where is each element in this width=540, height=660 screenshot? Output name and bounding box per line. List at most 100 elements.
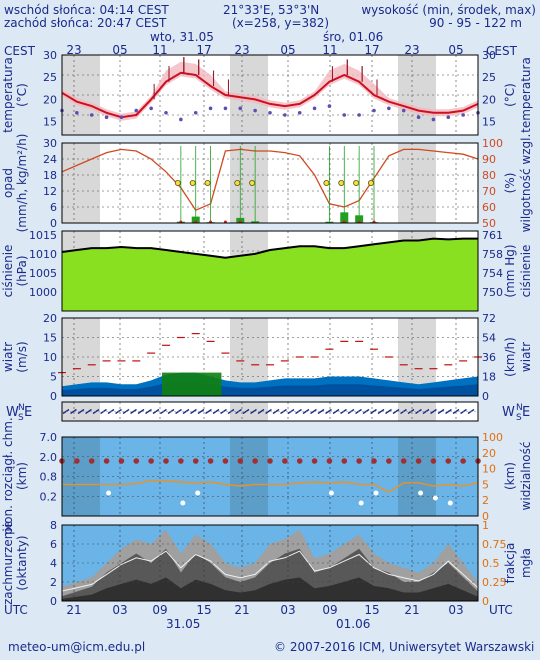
- wind-arrow: [437, 408, 445, 415]
- storm-marker: [323, 179, 330, 186]
- dewpoint-dot: [253, 108, 257, 113]
- pressure-tick-right: 754: [482, 267, 503, 280]
- vis-title-right: widzialność: [519, 442, 533, 511]
- dewpoint-dot: [119, 115, 124, 120]
- cloud-base-dot: [178, 458, 184, 464]
- dewpoint-dot: [164, 110, 168, 115]
- storm-marker: [174, 179, 181, 186]
- dewpoint-dot: [461, 113, 465, 117]
- wind-arrow: [70, 408, 77, 415]
- humidity-tick-right: 70: [482, 185, 496, 198]
- low-cloud-dot: [328, 490, 334, 496]
- dewpoint-dot: [149, 106, 153, 111]
- cloud-base-dot: [460, 458, 466, 464]
- humidity-unit-right: (%): [503, 173, 517, 194]
- pressure-area: [62, 238, 478, 311]
- humidity-tick-right: 90: [482, 153, 496, 166]
- cloud-base-dot: [386, 458, 392, 464]
- coords-text: 21°33'E, 53°3'N: [223, 3, 320, 17]
- vis-unit-right: (km): [503, 462, 517, 490]
- temp-tick-left: 15: [43, 116, 57, 129]
- cloud-base-dot: [237, 458, 244, 464]
- dewpoint-dot: [75, 110, 79, 115]
- wind-arrow: [265, 408, 272, 415]
- vis-tick-left: 0.8: [40, 471, 58, 484]
- hour-bottom-21: 21: [234, 603, 249, 617]
- grid-text: (x=258, y=382): [232, 16, 330, 30]
- wind-title-right: wiatr: [519, 342, 533, 372]
- wind-high-band: [162, 372, 222, 396]
- wind-arrow: [137, 408, 145, 415]
- cloud-tick-left: 4: [50, 557, 57, 570]
- night-band: [398, 143, 436, 223]
- storm-marker: [353, 179, 360, 186]
- pressure-title-right: ciśnienie: [519, 245, 533, 298]
- dewpoint-dot: [238, 106, 243, 111]
- cloud-tick-left: 0: [50, 595, 57, 608]
- low-cloud-dot: [447, 500, 453, 506]
- hour-bottom-21: 21: [404, 603, 419, 617]
- hour-top-05: 05: [448, 43, 463, 57]
- panel-border: [61, 401, 479, 422]
- wind-arrow: [325, 408, 332, 415]
- dir-w-left: W: [6, 405, 19, 420]
- hour-bottom-09: 09: [322, 603, 337, 617]
- tz-bottom-right: UTC: [489, 603, 513, 617]
- dewpoint-dot: [193, 110, 198, 115]
- fog-tick-right: 0.75: [482, 538, 507, 551]
- cloud-tick-left: 6: [50, 538, 57, 551]
- storm-marker: [204, 179, 211, 186]
- precip-tick-left: 6: [50, 201, 57, 214]
- cloud-base-dot: [252, 458, 258, 464]
- hour-top-05: 05: [112, 43, 127, 57]
- cloud-unit-left: (oktanty): [15, 535, 29, 590]
- cloud-base-dot: [282, 458, 288, 464]
- tz-bottom-left: UTC: [4, 603, 28, 617]
- wind-arrow: [257, 408, 265, 415]
- pressure-tick-left: 1015: [29, 229, 57, 242]
- hour-top-05: 05: [280, 43, 295, 57]
- footer-email[interactable]: meteo-um@icm.edu.pl: [8, 640, 146, 654]
- wind-tick-right: 54: [482, 332, 496, 345]
- dewpoint-dot: [208, 106, 213, 111]
- hour-top-23: 23: [404, 43, 419, 57]
- cloud-tick-left: 2: [50, 576, 57, 589]
- pressure-tick-right: 761: [482, 229, 503, 242]
- footer-copyright: © 2007-2016 ICM, Uniwersytet Warszawski: [274, 640, 535, 654]
- wind-tick-right: 18: [482, 371, 496, 384]
- dewpoint-dot: [312, 106, 317, 111]
- temp-tick-right: 20: [482, 93, 496, 106]
- vis-tick-right: 5: [482, 478, 489, 491]
- temp-unit-right: (°C): [503, 83, 517, 107]
- dewpoint-dot: [297, 110, 302, 115]
- storm-marker: [338, 179, 345, 186]
- cloud-base-dot: [148, 458, 154, 464]
- low-cloud-dot: [195, 490, 201, 496]
- vis-tick-left: 0.2: [40, 490, 58, 503]
- wind-arrow: [385, 408, 392, 415]
- hour-top-23: 23: [234, 43, 249, 57]
- hour-bottom-03: 03: [280, 603, 295, 617]
- vis-tick-right: 10: [482, 463, 496, 476]
- dir-e-left: E: [24, 405, 32, 420]
- tz-top-right: CEST: [486, 44, 517, 58]
- wind-tick-right: 0: [482, 390, 489, 403]
- dewpoint-dot: [134, 108, 139, 113]
- humidity-tick-right: 50: [482, 217, 496, 230]
- temp-range: [62, 61, 478, 121]
- dir-s-left: S: [18, 413, 24, 423]
- temp-tick-right: 25: [482, 71, 496, 84]
- wind-unit-left: (m/s): [15, 341, 29, 372]
- hour-bottom-09: 09: [152, 603, 167, 617]
- wind-tick-left: 5: [50, 371, 57, 384]
- temp-title-left: temperatura: [1, 57, 15, 133]
- humidity-tick-right: 60: [482, 201, 496, 214]
- wind-arrow: [145, 408, 152, 415]
- dewpoint-dot: [327, 104, 332, 108]
- bottom-day-2: 01.06: [336, 617, 371, 631]
- low-cloud-dot: [418, 490, 424, 496]
- sunrise-text: wschód słońca: 04:14 CEST: [4, 3, 169, 17]
- wind-arrow: [317, 408, 325, 415]
- dir-s-right: S: [516, 413, 522, 423]
- hour-bottom-21: 21: [66, 603, 81, 617]
